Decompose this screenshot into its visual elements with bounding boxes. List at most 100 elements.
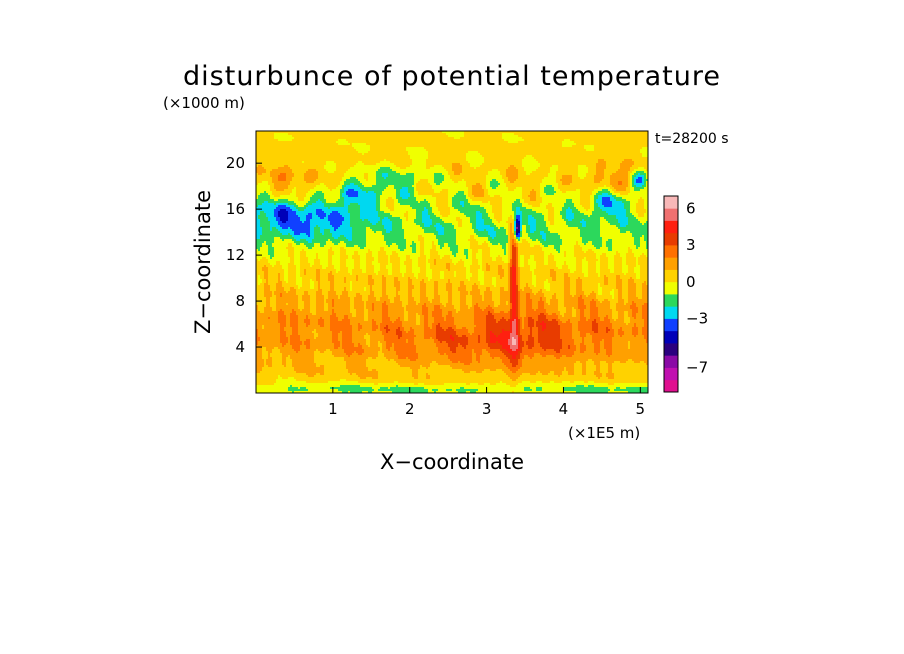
heatmap-cell xyxy=(466,257,469,260)
heatmap-cell xyxy=(256,181,263,184)
heatmap-cell xyxy=(516,311,519,314)
heatmap-cell xyxy=(256,279,259,282)
heatmap-cell xyxy=(328,261,333,264)
heatmap-cell xyxy=(606,353,613,356)
heatmap-cell xyxy=(350,183,355,186)
heatmap-cell xyxy=(546,225,569,228)
heatmap-cell xyxy=(440,273,445,276)
heatmap-cell xyxy=(286,179,293,182)
heatmap-cell xyxy=(318,257,329,260)
heatmap-cell xyxy=(592,325,599,328)
heatmap-cell xyxy=(460,303,467,306)
heatmap-cell xyxy=(636,313,643,316)
heatmap-cell xyxy=(546,311,561,314)
heatmap-cell xyxy=(336,187,343,190)
heatmap-cell xyxy=(374,293,383,296)
heatmap-cell xyxy=(572,219,583,222)
heatmap-cell xyxy=(574,307,579,310)
heatmap-cell xyxy=(300,271,305,274)
heatmap-cell xyxy=(632,277,637,280)
heatmap-cell xyxy=(440,325,457,328)
heatmap-cell xyxy=(290,325,299,328)
heatmap-cell xyxy=(490,265,499,268)
heatmap-cell xyxy=(456,253,465,256)
heatmap-cell xyxy=(340,191,345,194)
heatmap-cell xyxy=(510,247,513,250)
heatmap-cell xyxy=(434,309,443,312)
heatmap-cell xyxy=(428,279,431,282)
heatmap-cell xyxy=(268,183,275,186)
heatmap-cell xyxy=(456,219,463,222)
heatmap-cell xyxy=(440,213,451,216)
heatmap-cell xyxy=(618,331,625,334)
heatmap-cell xyxy=(578,175,587,178)
heatmap-cell xyxy=(404,231,425,234)
heatmap-cell xyxy=(306,269,317,272)
heatmap-cell xyxy=(292,243,297,246)
heatmap-cell xyxy=(370,293,375,296)
heatmap-cell xyxy=(340,213,351,216)
heatmap-cell xyxy=(532,189,535,192)
heatmap-cell xyxy=(608,189,613,192)
heatmap-cell xyxy=(296,213,309,216)
heatmap-cell xyxy=(548,281,565,284)
heatmap-cell xyxy=(566,191,581,194)
heatmap-cell xyxy=(574,245,581,248)
heatmap-cell xyxy=(568,267,577,270)
heatmap-cell xyxy=(638,201,645,204)
heatmap-cell xyxy=(610,321,625,324)
heatmap-cell xyxy=(264,325,281,328)
heatmap-cell xyxy=(522,203,529,206)
heatmap-cell xyxy=(436,261,453,264)
heatmap-cell xyxy=(578,323,593,326)
heatmap-cell xyxy=(488,311,491,314)
heatmap-cell xyxy=(564,285,571,288)
heatmap-cell xyxy=(448,189,469,192)
heatmap-cell xyxy=(542,329,545,332)
heatmap-cell xyxy=(582,261,589,264)
heatmap-cell xyxy=(394,163,413,166)
heatmap-cell xyxy=(612,347,629,350)
heatmap-cell xyxy=(470,203,491,206)
heatmap-cell xyxy=(516,277,519,280)
heatmap-cell xyxy=(324,229,331,232)
heatmap-cell xyxy=(626,189,631,192)
heatmap-cell xyxy=(578,241,583,244)
heatmap-cell xyxy=(346,279,357,282)
heatmap-cell xyxy=(416,209,425,212)
heatmap-cell xyxy=(512,239,515,242)
heatmap-cell xyxy=(266,241,275,244)
heatmap-cell xyxy=(594,177,605,180)
heatmap-cell xyxy=(566,307,573,310)
heatmap-cell xyxy=(584,219,601,222)
heatmap-cell xyxy=(526,341,535,344)
heatmap-cell xyxy=(318,283,321,286)
heatmap-cell xyxy=(580,193,593,196)
heatmap-cell xyxy=(608,249,613,252)
heatmap-cell xyxy=(350,287,353,290)
heatmap-cell xyxy=(380,325,387,328)
heatmap-cell xyxy=(474,305,479,308)
heatmap-cell xyxy=(524,341,527,344)
heatmap-cell xyxy=(450,175,487,178)
heatmap-cell xyxy=(378,253,387,256)
heatmap-cell xyxy=(622,183,629,186)
heatmap-cell xyxy=(350,311,357,314)
heatmap-cell xyxy=(262,347,267,350)
heatmap-cell xyxy=(290,319,299,322)
heatmap-cell xyxy=(516,215,521,218)
heatmap-cell xyxy=(502,177,509,180)
heatmap-cell xyxy=(642,235,645,238)
heatmap-cell xyxy=(478,229,485,232)
heatmap-cell xyxy=(310,309,317,312)
heatmap-cell xyxy=(564,305,579,308)
heatmap-cell xyxy=(432,273,441,276)
heatmap-cell xyxy=(458,343,461,346)
heatmap-cell xyxy=(380,341,387,344)
heatmap-cell xyxy=(304,341,311,344)
heatmap-cell xyxy=(552,253,565,256)
heatmap-cell xyxy=(548,257,555,260)
heatmap-cell xyxy=(472,287,479,290)
heatmap-cell xyxy=(620,255,627,258)
heatmap-cell xyxy=(368,251,373,254)
